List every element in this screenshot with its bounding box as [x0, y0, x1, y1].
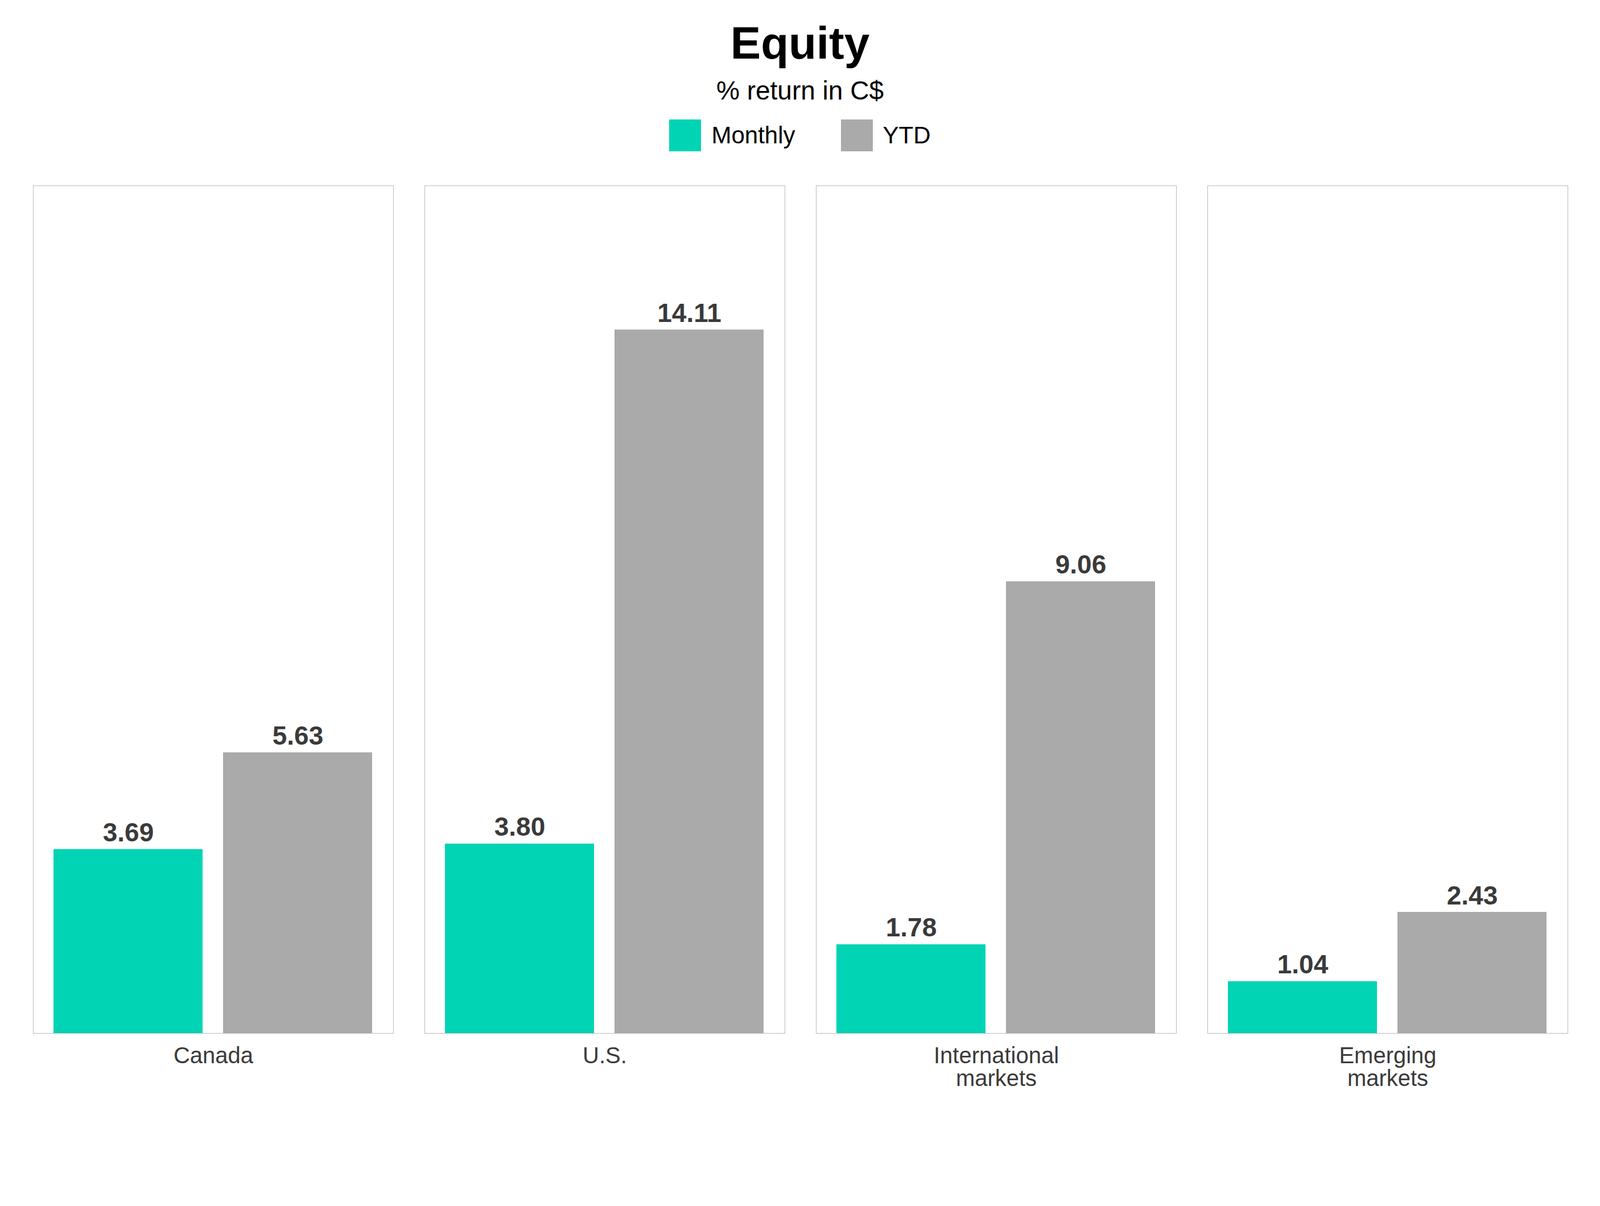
html-text:Equity: Equity	[730, 17, 870, 69]
svg-text:1.04: 1.04	[1277, 949, 1329, 980]
svg-text:9.06: 9.06	[1055, 549, 1107, 580]
svg-text:Canada: Canada	[173, 1042, 254, 1068]
svg-text:Internationalmarkets: Internationalmarkets	[933, 1042, 1059, 1091]
svg-text:3.69: 3.69	[102, 817, 155, 848]
html-text:YTD: YTD	[882, 121, 931, 149]
html-text:Monthly: Monthly	[711, 121, 796, 149]
html-text:% return in C$: % return in C$	[716, 75, 884, 106]
svg-text:2.43: 2.43	[1446, 880, 1499, 911]
svg-text:Emergingmarkets: Emergingmarkets	[1338, 1042, 1437, 1091]
svg-text:14.11: 14.11	[657, 298, 722, 328]
svg-text:1.78: 1.78	[885, 912, 938, 943]
svg-text:U.S.: U.S.	[582, 1042, 628, 1068]
svg-text:5.63: 5.63	[272, 720, 324, 751]
svg-text:3.80: 3.80	[494, 811, 546, 842]
